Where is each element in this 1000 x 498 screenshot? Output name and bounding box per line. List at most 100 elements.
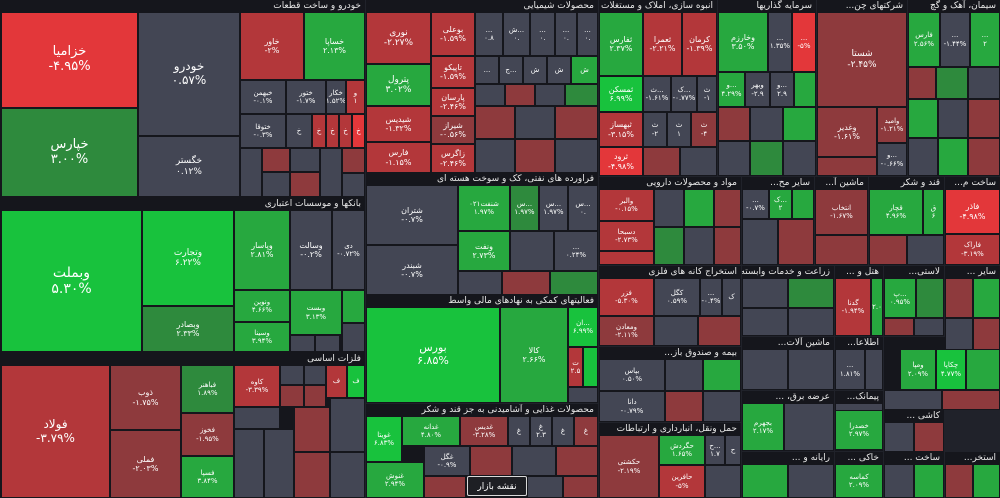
stock-tile[interactable]: خساپا ۲.۱۳% [304, 12, 365, 80]
stock-tile[interactable] [680, 147, 717, 176]
stock-tile[interactable] [470, 446, 512, 476]
stock-tile[interactable] [742, 464, 788, 498]
stock-tile[interactable]: ثبهساز -۳.۱۵% [599, 112, 643, 147]
stock-tile[interactable]: وسینا ۳.۹۴% [234, 322, 290, 352]
stock-tile[interactable]: زاگرس -۲.۴۶% [431, 144, 475, 173]
stock-tile[interactable]: شنفت۰۲۱ ۱.۹۷% [458, 185, 510, 231]
stock-tile[interactable]: فارس ۲.۵۶% [908, 12, 940, 67]
stock-tile[interactable]: غ [552, 416, 574, 446]
stock-tile[interactable] [505, 84, 535, 106]
stock-tile[interactable]: غگل -۰.۹% [424, 446, 470, 476]
stock-tile[interactable] [936, 67, 968, 99]
stock-tile[interactable]: خپارس ۳.۰۰% [1, 108, 138, 197]
stock-tile[interactable] [794, 72, 816, 107]
stock-tile[interactable] [865, 349, 883, 390]
stock-tile[interactable] [304, 365, 326, 385]
stock-tile[interactable] [264, 429, 294, 498]
stock-tile[interactable] [788, 349, 834, 390]
stock-tile[interactable]: فزر -۵.۳۰% [599, 278, 654, 316]
stock-tile[interactable]: ... ۱.۳۵% [768, 12, 792, 72]
stock-tile[interactable]: شیدیس -۱.۳۲% [366, 106, 431, 142]
stock-tile[interactable]: خ [286, 114, 312, 148]
stock-tile[interactable] [750, 141, 783, 176]
stock-tile[interactable]: وغدیر -۱.۶۱% [817, 107, 877, 157]
stock-tile[interactable] [945, 278, 973, 318]
stock-tile[interactable]: شیراز -۰.۵۶% [431, 116, 475, 144]
stock-tile[interactable] [556, 446, 598, 476]
stock-tile[interactable]: کاوه -۳.۳۹% [234, 365, 280, 407]
stock-tile[interactable] [792, 189, 814, 219]
stock-tile[interactable]: ثفارس ۲.۳۷% [599, 12, 643, 76]
stock-tile[interactable]: وبملت ۵.۳۰% [1, 210, 142, 352]
stock-tile[interactable] [788, 278, 834, 308]
stock-tile[interactable]: خاور -۲% [240, 12, 304, 80]
stock-tile[interactable]: فولاد -۳.۷۹% [1, 365, 110, 498]
stock-tile[interactable] [515, 106, 555, 139]
stock-tile[interactable]: وامید -۱.۲۱% [877, 107, 907, 143]
stock-tile[interactable]: وبهر -۲.۹ [745, 72, 770, 107]
stock-tile[interactable]: ف [326, 365, 347, 398]
stock-tile[interactable]: ونفت ۲.۷۳% [458, 231, 510, 271]
stock-tile[interactable]: ... -۱.۴۴% [940, 12, 970, 67]
stock-tile[interactable]: فاذر -۴.۹۸% [945, 189, 1000, 234]
stock-tile[interactable]: نوری -۲.۲۷% [366, 12, 431, 64]
stock-tile[interactable]: چکاپا ۴.۷۷% [936, 349, 966, 390]
stock-tile[interactable] [304, 385, 326, 407]
stock-tile[interactable]: ... ۰. [555, 12, 577, 56]
stock-tile[interactable] [714, 189, 741, 227]
stock-tile[interactable] [914, 422, 944, 452]
stock-tile[interactable] [703, 391, 741, 422]
stock-tile[interactable]: ثمسکن ۶.۹۹% [599, 76, 643, 112]
stock-tile[interactable]: خ [312, 114, 326, 148]
stock-tile[interactable]: پ... ۰.۹۵% [884, 278, 916, 318]
stock-tile[interactable] [788, 308, 834, 336]
stock-tile[interactable] [938, 138, 968, 176]
stock-tile[interactable]: ش [523, 56, 547, 84]
stock-tile[interactable]: غ [508, 416, 530, 446]
stock-tile[interactable]: و... ۲.۹ [770, 72, 794, 107]
stock-tile[interactable] [510, 231, 554, 271]
stock-tile[interactable]: وخارزم ۳.۵۰% [718, 12, 768, 72]
stock-tile[interactable] [342, 290, 365, 323]
stock-tile[interactable]: انتخاب -۱.۶۷% [815, 189, 868, 235]
stock-tile[interactable]: غدیس -۳.۲۸% [460, 416, 508, 446]
stock-tile[interactable] [535, 84, 565, 106]
stock-tile[interactable]: ف [347, 365, 365, 398]
stock-tile[interactable] [280, 385, 304, 407]
stock-tile[interactable] [778, 219, 814, 265]
stock-tile[interactable]: کماسه ۲.۰۹% [835, 464, 883, 498]
stock-tile[interactable] [475, 139, 515, 173]
stock-tile[interactable] [563, 476, 598, 498]
stock-tile[interactable]: غویتا ۶.۸۳% [366, 416, 402, 462]
stock-tile[interactable]: ونوین ۴.۶۶% [234, 290, 290, 322]
stock-tile[interactable]: س... ۱.۹۷% [510, 185, 539, 231]
stock-tile[interactable]: کرمان -۱.۳۹% [682, 12, 717, 76]
stock-tile[interactable]: ذوب -۱.۷۵% [110, 365, 181, 430]
stock-tile[interactable]: پارسان -۲.۴۶% [431, 88, 475, 116]
stock-tile[interactable] [718, 141, 750, 176]
stock-tile[interactable]: ... ۰. [530, 12, 555, 56]
stock-tile[interactable] [788, 464, 834, 498]
stock-tile[interactable] [684, 189, 714, 227]
stock-tile[interactable] [643, 147, 680, 176]
stock-tile[interactable]: فارس -۱.۱۵% [366, 142, 431, 173]
stock-tile[interactable]: خ [339, 114, 352, 148]
stock-tile[interactable]: ... -۰.۷% [742, 189, 769, 219]
stock-tile[interactable]: حگردش ۱.۶۵% [659, 435, 705, 465]
stock-tile[interactable]: وبست ۳.۱۳% [290, 290, 342, 335]
stock-tile[interactable] [583, 347, 598, 387]
stock-tile[interactable] [568, 387, 598, 403]
stock-tile[interactable] [742, 349, 788, 390]
stock-tile[interactable] [555, 139, 598, 173]
stock-tile[interactable] [938, 99, 968, 138]
stock-tile[interactable]: فسپا ۳.۸۴% [181, 456, 234, 498]
stock-tile[interactable] [550, 271, 598, 295]
stock-tile[interactable] [234, 407, 280, 429]
stock-tile[interactable]: ... ۰.۸ [475, 12, 503, 56]
stock-tile[interactable]: وپاسار ۲.۸۱% [234, 210, 290, 290]
stock-tile[interactable] [742, 308, 788, 336]
stock-tile[interactable] [916, 278, 944, 318]
stock-tile[interactable]: حافرین -۵% [659, 465, 705, 498]
stock-tile[interactable] [703, 359, 741, 391]
